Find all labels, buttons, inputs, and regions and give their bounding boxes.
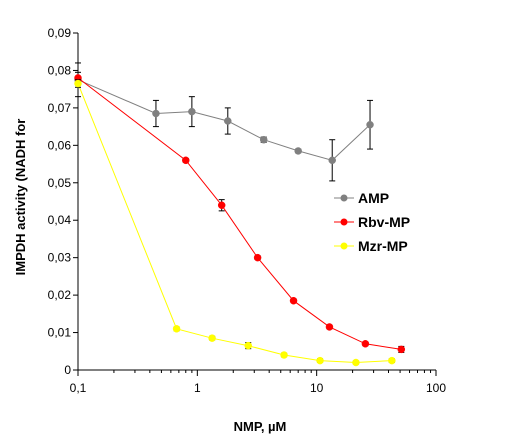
legend-marker [340,242,348,250]
y-tick-label: 0,01 [48,326,72,340]
legend-marker [340,218,348,226]
data-point [289,296,298,305]
data-point [325,323,334,331]
data-point [152,109,160,118]
legend-label: Mzr-MP [358,238,408,254]
x-tick-label: 100 [426,381,446,395]
legend-label: AMP [358,190,389,206]
legend-item: Mzr-MP [334,238,408,254]
series-line [77,79,371,161]
series-mzr-mp [74,79,396,367]
data-point [208,334,216,342]
x-tick-label: 0,1 [70,381,87,395]
data-point [388,356,396,365]
legend-marker [340,194,348,202]
series-line [77,77,402,350]
series-layer [74,62,406,367]
data-point [397,345,406,354]
legend-label: Rbv-MP [358,214,410,230]
y-tick-label: 0,07 [48,101,72,115]
data-point [217,201,226,209]
data-point [172,325,181,333]
series-amp [74,62,374,182]
axes: 0 0,01 0,02 0,03 0,04 0,05 0,06 0,07 0,08 0,09 0,1… [48,26,447,395]
y-tick-label: 0,03 [48,251,72,265]
data-point [361,340,370,348]
y-tick-label: 0,09 [48,26,72,40]
y-tick-label: 0,06 [48,138,72,152]
y-tick-label: 0,08 [48,63,72,77]
data-point [188,107,196,116]
data-point [316,356,324,365]
y-tick-label: 0,04 [48,213,72,227]
y-tick-label: 0 [64,363,71,377]
data-point [224,117,232,125]
data-point [352,358,360,367]
x-tick-label: 1 [194,381,201,395]
data-point [74,79,82,88]
data-point [259,135,268,144]
data-point [280,351,288,359]
y-tick-label: 0,05 [48,176,72,190]
series-line [77,83,392,364]
data-point [328,156,336,165]
data-point [253,253,262,262]
data-point [244,341,252,350]
x-axis-title: NMP, µM [234,419,287,434]
data-point [294,147,302,155]
data-point [182,156,190,165]
y-axis-title: IMPDH activity (NADH for [13,119,28,276]
series-rbv-mp [74,71,406,354]
x-tick-label: 10 [310,381,324,395]
legend: AMP Rbv-MP Mzr-MP [334,190,410,254]
legend-item: AMP [334,190,389,206]
y-tick-label: 0,02 [48,288,72,302]
legend-item: Rbv-MP [334,214,410,230]
data-point [366,120,374,129]
